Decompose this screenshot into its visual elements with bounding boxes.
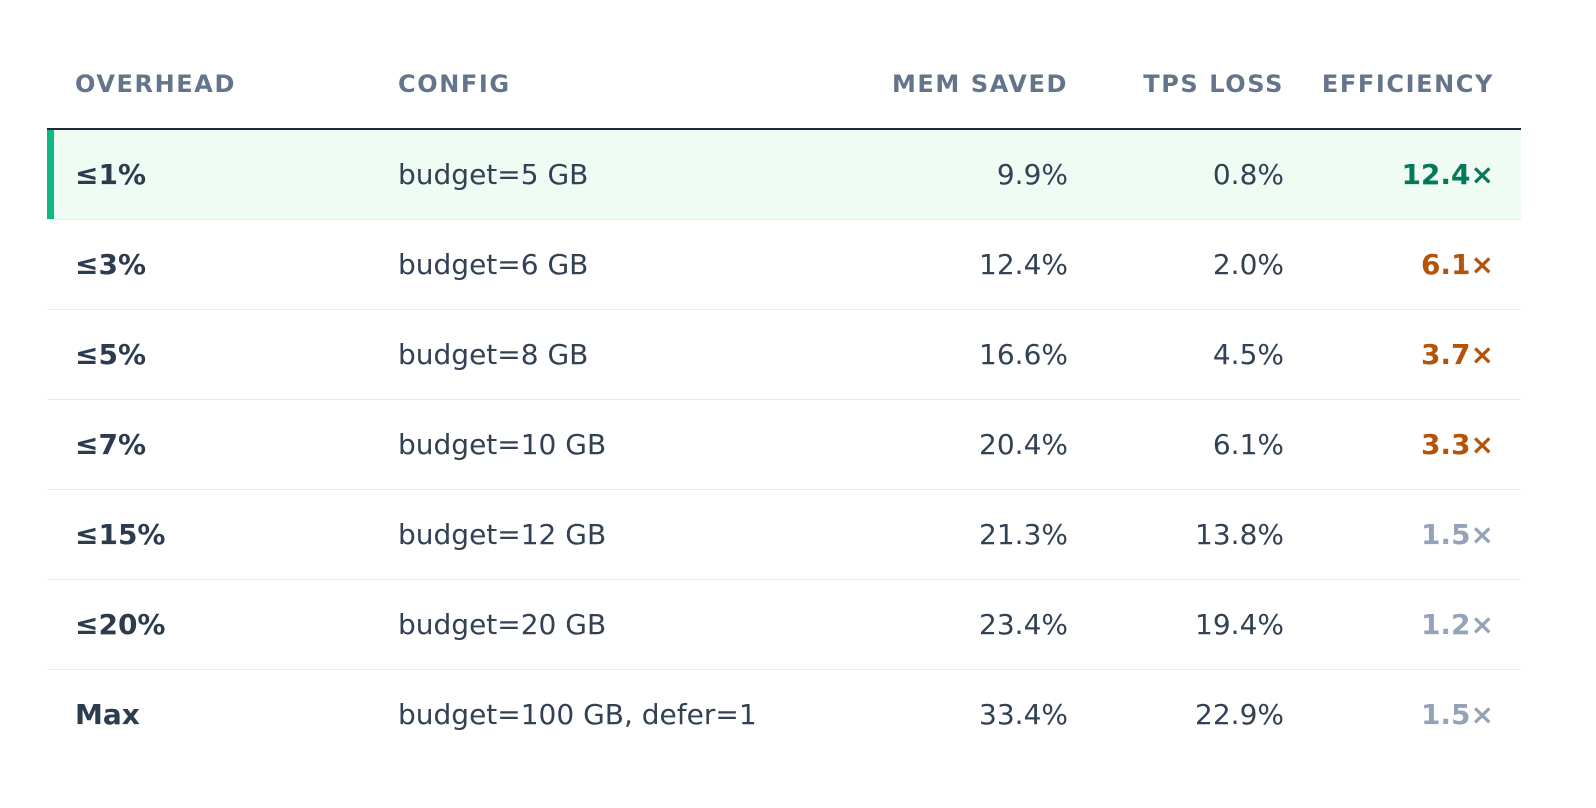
mem-saved-cell: 20.4% bbox=[818, 399, 1068, 490]
efficiency-cell: 12.4× bbox=[1284, 129, 1521, 220]
overhead-cell: ≤3% bbox=[47, 219, 398, 310]
efficiency-cell: 3.7× bbox=[1284, 309, 1521, 400]
overhead-cell: Max bbox=[75, 698, 140, 731]
table-row: ≤7% budget=10 GB 20.4% 6.1% 3.3× bbox=[47, 399, 1521, 490]
table-row: ≤3% budget=6 GB 12.4% 2.0% 6.1× bbox=[47, 219, 1521, 310]
tps-loss-cell: 4.5% bbox=[1068, 309, 1284, 400]
mem-saved-cell: 33.4% bbox=[979, 698, 1068, 731]
config-cell: budget=100 GB, defer=1 bbox=[398, 698, 757, 731]
table-header-row: OVERHEAD CONFIG MEM SAVED TPS LOSS EFFIC… bbox=[47, 40, 1521, 130]
config-cell: budget=20 GB bbox=[398, 579, 818, 670]
tps-loss-cell: 6.1% bbox=[1068, 399, 1284, 490]
table-row: Max budget=100 GB, defer=1 33.4% 22.9% 1… bbox=[47, 670, 1521, 760]
config-cell: budget=5 GB bbox=[398, 129, 818, 220]
table-row: ≤5% budget=8 GB 16.6% 4.5% 3.7× bbox=[47, 309, 1521, 400]
config-cell: budget=12 GB bbox=[398, 489, 818, 580]
table-row: ≤15% budget=12 GB 21.3% 13.8% 1.5× bbox=[47, 489, 1521, 580]
overhead-cell: ≤5% bbox=[47, 309, 398, 400]
header-overhead: OVERHEAD bbox=[47, 40, 398, 130]
tps-loss-cell: 22.9% bbox=[1195, 698, 1284, 731]
header-efficiency: EFFICIENCY bbox=[1284, 40, 1521, 130]
config-cell: budget=6 GB bbox=[398, 219, 818, 310]
mem-saved-cell: 16.6% bbox=[818, 309, 1068, 400]
mem-saved-cell: 9.9% bbox=[818, 129, 1068, 220]
results-table-container: OVERHEAD CONFIG MEM SAVED TPS LOSS EFFIC… bbox=[47, 40, 1521, 759]
overhead-cell: ≤7% bbox=[47, 399, 398, 490]
efficiency-cell: 1.5× bbox=[1284, 489, 1521, 580]
mem-saved-cell: 21.3% bbox=[818, 489, 1068, 580]
efficiency-cell: 6.1× bbox=[1284, 219, 1521, 310]
overhead-cell: ≤20% bbox=[47, 579, 398, 670]
config-cell: budget=10 GB bbox=[398, 399, 818, 490]
mem-saved-cell: 12.4% bbox=[818, 219, 1068, 310]
overhead-cell: ≤15% bbox=[47, 489, 398, 580]
efficiency-cell: 1.2× bbox=[1284, 579, 1521, 670]
config-cell: budget=8 GB bbox=[398, 309, 818, 400]
tps-loss-cell: 0.8% bbox=[1068, 129, 1284, 220]
mem-saved-cell: 23.4% bbox=[818, 579, 1068, 670]
tps-loss-cell: 13.8% bbox=[1068, 489, 1284, 580]
overhead-cell: ≤1% bbox=[47, 129, 398, 220]
header-tps-loss: TPS LOSS bbox=[1068, 40, 1284, 130]
table-row: ≤1% budget=5 GB 9.9% 0.8% 12.4× bbox=[47, 129, 1521, 220]
tps-loss-cell: 19.4% bbox=[1068, 579, 1284, 670]
tps-loss-cell: 2.0% bbox=[1068, 219, 1284, 310]
header-config: CONFIG bbox=[398, 40, 818, 130]
header-mem-saved: MEM SAVED bbox=[818, 40, 1068, 130]
results-table: OVERHEAD CONFIG MEM SAVED TPS LOSS EFFIC… bbox=[47, 40, 1521, 759]
efficiency-cell: 1.5× bbox=[1420, 698, 1494, 731]
table-row: ≤20% budget=20 GB 23.4% 19.4% 1.2× bbox=[47, 579, 1521, 670]
efficiency-cell: 3.3× bbox=[1284, 399, 1521, 490]
